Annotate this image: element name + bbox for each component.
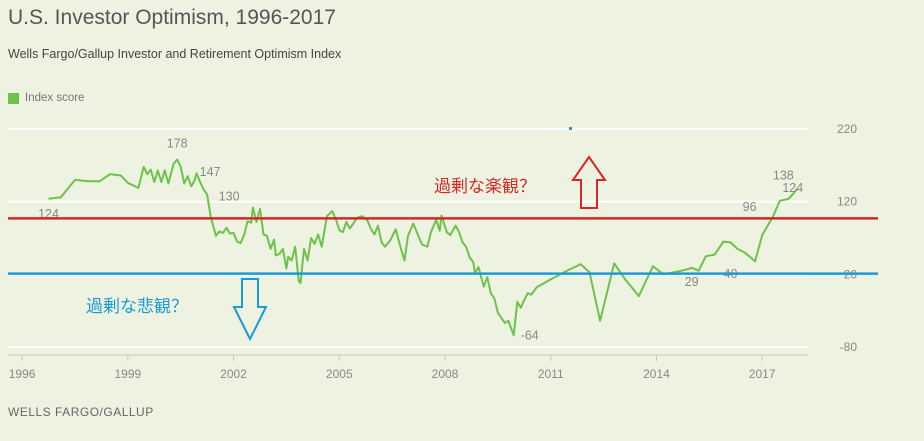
x-tick-label: 2011: [538, 367, 564, 381]
y-tick-label: -80: [840, 340, 858, 354]
x-tick-label: 1996: [9, 367, 36, 381]
legend-swatch: [8, 92, 19, 104]
data-label: 96: [743, 200, 757, 214]
down-arrow: [232, 278, 268, 342]
up-arrow: [571, 155, 607, 209]
index-score-line: [48, 158, 799, 337]
annotation-layer: 過剰な楽観？ 過剰な悲観？: [8, 127, 878, 342]
series-layer: [48, 158, 799, 337]
y-tick-label: 220: [837, 122, 857, 136]
data-label: -64: [521, 328, 539, 342]
y-tick-label: 120: [837, 195, 857, 209]
x-tick-label: 2017: [749, 367, 776, 381]
chart-subtitle: Wells Fargo/Gallup Investor and Retireme…: [8, 47, 342, 61]
x-axis: 1996 1999 2002 2005 2008 2011 2014 2017: [8, 354, 808, 381]
x-tick-label: 2005: [326, 367, 353, 381]
x-tick-label: 2008: [432, 367, 459, 381]
source-credit: WELLS FARGO/GALLUP: [8, 405, 154, 419]
x-tick-label: 2002: [220, 367, 247, 381]
x-tick-label: 2014: [643, 367, 670, 381]
x-tick-label: 1999: [114, 367, 141, 381]
data-label: 178: [167, 137, 188, 151]
y-axis-ticks: -8020120220: [837, 122, 857, 354]
chart-title: U.S. Investor Optimism, 1996-2017: [8, 6, 336, 29]
data-label: 29: [685, 275, 699, 289]
legend: Index score: [8, 92, 84, 104]
data-label: 124: [782, 181, 803, 195]
over-optimism-label: 過剰な楽観？: [434, 177, 536, 197]
data-label: 130: [219, 189, 240, 203]
small-marker: [569, 127, 572, 130]
data-label: 147: [200, 165, 221, 179]
legend-label: Index score: [25, 92, 85, 104]
data-label: 138: [773, 169, 794, 183]
over-pessimism-label: 過剰な悲観？: [86, 297, 188, 317]
